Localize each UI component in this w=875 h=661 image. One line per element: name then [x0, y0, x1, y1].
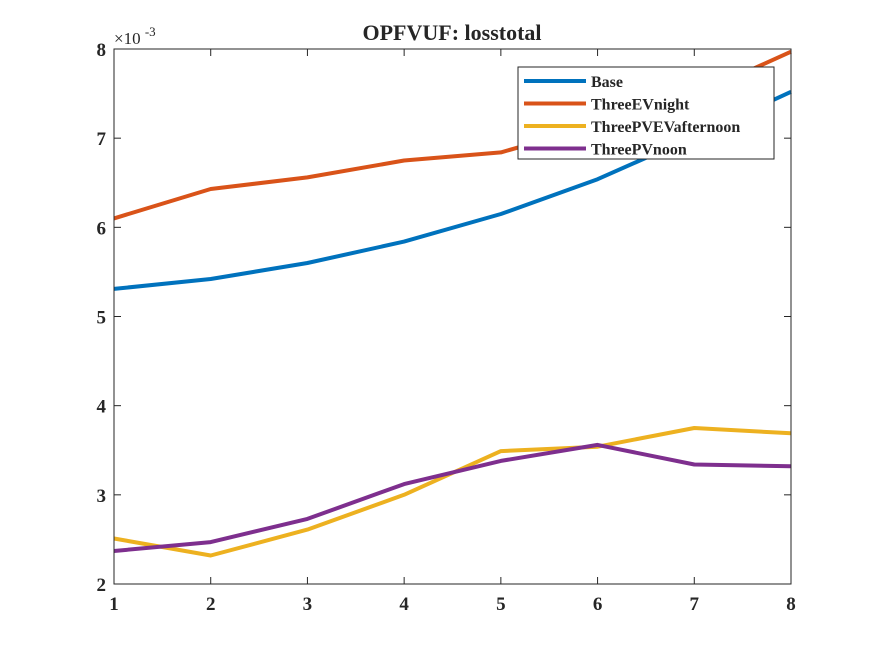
y-tick-label: 3 — [97, 486, 107, 507]
y-tick-label: 5 — [97, 308, 107, 329]
x-tick-label: 6 — [593, 594, 603, 615]
y-multiplier-exponent: -3 — [145, 24, 156, 39]
y-multiplier-base: ×10 — [114, 29, 141, 48]
legend: Base ThreeEVnight ThreePVEVafternoon ThreeP… — [517, 66, 775, 160]
x-tick-label: 4 — [399, 594, 409, 615]
x-tick-label: 3 — [303, 594, 313, 615]
x-tick-label: 1 — [109, 594, 119, 615]
y-tick-label: 7 — [97, 129, 107, 150]
y-tick-label: 6 — [97, 218, 107, 239]
legend-label-threepvevafternoon: ThreePVEVafternoon — [591, 119, 740, 136]
series-line-threepvnoon — [113, 442, 792, 553]
legend-label-base: Base — [591, 74, 623, 91]
chart-title: OPFVUF: losstotal — [362, 20, 541, 45]
x-tick-label: 8 — [786, 594, 796, 615]
x-tick-label: 2 — [206, 594, 216, 615]
x-tick-label: 7 — [690, 594, 700, 615]
y-tick-label: 4 — [97, 397, 107, 418]
y-tick-label: 2 — [97, 575, 107, 596]
y-multiplier-label: ×10 -3 — [114, 24, 156, 48]
legend-label-threeevnight: ThreeEVnight — [591, 97, 690, 114]
legend-label-threepvnoon: ThreePVnoon — [591, 142, 687, 159]
x-tick-label: 5 — [496, 594, 506, 615]
y-tick-label: 8 — [97, 40, 107, 61]
